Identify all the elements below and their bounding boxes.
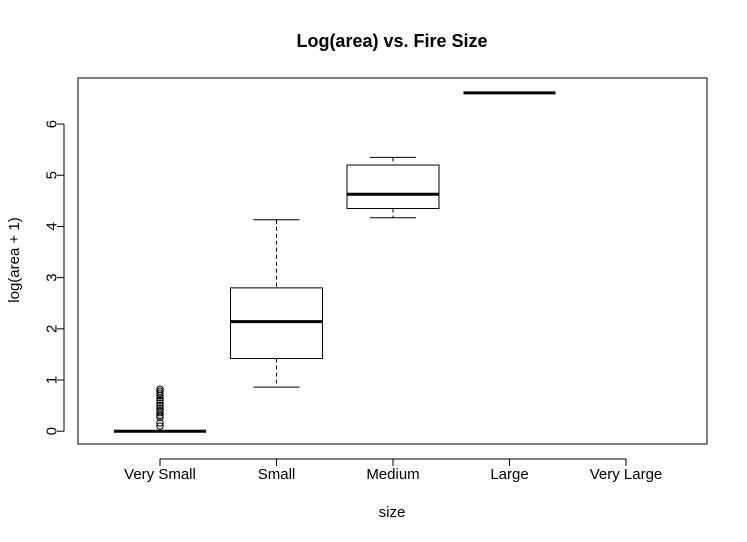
y-tick-label: 2 — [43, 325, 60, 333]
outlier-point — [156, 409, 164, 417]
y-tick-label: 5 — [43, 171, 60, 179]
x-tick-label: Very Large — [590, 466, 663, 483]
x-tick-label: Medium — [366, 466, 419, 483]
box-group — [114, 385, 206, 433]
plot-area — [77, 77, 708, 445]
plot-frame — [77, 77, 708, 445]
outlier-point — [156, 404, 164, 412]
outlier-point — [156, 387, 164, 395]
outlier-point — [156, 396, 164, 405]
y-tick-label: 1 — [43, 376, 60, 384]
boxes-layer — [114, 91, 556, 433]
x-axis-label: size — [379, 504, 406, 521]
outlier-point — [156, 385, 164, 393]
outlier-point — [156, 419, 164, 427]
y-tick-label: 3 — [43, 273, 60, 281]
outlier-point — [156, 422, 164, 430]
box-group — [346, 156, 440, 219]
outlier-point — [156, 389, 164, 398]
chart-title: Log(area) vs. Fire Size — [296, 31, 487, 51]
y-tick-label: 6 — [43, 120, 60, 128]
outlier-point — [156, 399, 164, 407]
x-tick-label: Small — [258, 466, 296, 483]
outlier-point — [156, 407, 164, 415]
y-axis-label: log(area + 1) — [6, 217, 23, 302]
x-tick-label: Large — [490, 466, 528, 483]
x-axis: Very Small Small Medium Large Very Large — [124, 458, 663, 483]
y-tick-label: 0 — [43, 427, 60, 435]
x-tick-label: Very Small — [124, 466, 196, 483]
outlier-point — [156, 401, 164, 410]
outlier-point — [156, 411, 164, 420]
y-axis: 0 1 2 3 4 5 6 — [43, 120, 65, 435]
y-tick-label: 4 — [43, 222, 60, 230]
iqr-box — [230, 287, 323, 360]
iqr-box — [346, 164, 440, 210]
box-group — [230, 219, 323, 388]
